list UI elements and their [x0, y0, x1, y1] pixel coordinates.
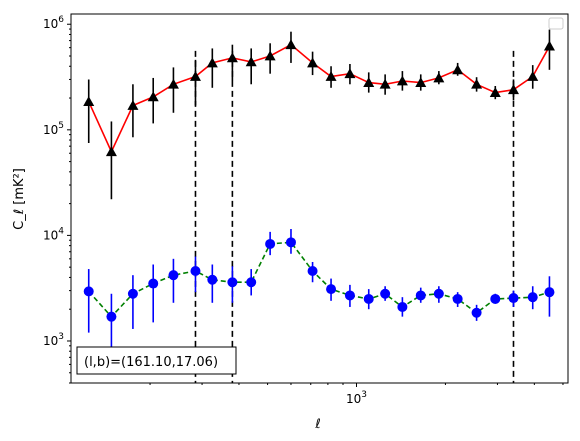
data-point-circle	[490, 293, 501, 304]
data-point-circle	[106, 311, 117, 322]
x-axis-label: ℓ	[314, 417, 320, 432]
data-point-triangle	[206, 57, 218, 68]
data-point-circle	[246, 277, 257, 288]
annotation-box: (l,b)=(161.10,17.06)	[76, 346, 237, 375]
data-point-circle	[397, 301, 408, 312]
annotation-text: (l,b)=(161.10,17.06)	[84, 355, 218, 370]
data-point-circle	[285, 237, 296, 248]
data-point-circle	[227, 277, 238, 288]
data-point-triangle	[543, 40, 555, 51]
y-axis-label: C_ℓ [mK²]	[12, 168, 27, 230]
data-point-triangle	[527, 70, 539, 81]
series-2	[83, 228, 555, 352]
data-point-triangle	[415, 77, 427, 88]
data-point-circle	[83, 286, 94, 297]
data-point-circle	[544, 287, 555, 298]
data-point-triangle	[507, 84, 519, 95]
data-point-circle	[127, 288, 138, 299]
svg-text:ℓ: ℓ	[314, 417, 320, 432]
data-point-circle	[527, 292, 538, 303]
data-point-triangle	[471, 78, 483, 89]
data-point-triangle	[433, 72, 445, 83]
data-point-triangle	[325, 70, 337, 81]
svg-text:C_ℓ [mK²]: C_ℓ [mK²]	[12, 168, 27, 230]
data-point-circle	[508, 293, 519, 304]
data-point-triangle	[127, 99, 139, 110]
data-point-triangle	[167, 78, 179, 89]
data-point-circle	[307, 266, 318, 277]
data-point-circle	[207, 274, 218, 285]
data-point-triangle	[147, 91, 159, 102]
data-point-triangle	[452, 64, 464, 75]
data-point-triangle	[245, 56, 257, 67]
data-point-circle	[363, 293, 374, 304]
data-point-circle	[190, 266, 201, 277]
data-point-circle	[415, 290, 426, 301]
data-point-circle	[265, 238, 276, 249]
series-1	[83, 29, 555, 200]
data-point-triangle	[285, 39, 297, 50]
data-point-triangle	[189, 70, 201, 81]
data-point-triangle	[307, 57, 319, 68]
data-point-triangle	[379, 78, 391, 89]
data-point-triangle	[83, 96, 95, 107]
data-point-triangle	[264, 50, 276, 61]
data-point-circle	[452, 293, 463, 304]
data-point-circle	[433, 288, 444, 299]
data-point-triangle	[396, 75, 408, 86]
data-point-circle	[168, 270, 179, 281]
data-point-triangle	[363, 77, 375, 88]
data-point-circle	[344, 290, 355, 301]
data-point-circle	[326, 284, 337, 295]
data-point-triangle	[344, 68, 356, 79]
plot-frame	[70, 13, 569, 384]
legend-box	[548, 17, 564, 30]
data-point-circle	[148, 278, 159, 289]
data-point-triangle	[226, 52, 238, 63]
data-point-triangle	[105, 146, 117, 157]
plot-area	[83, 29, 555, 383]
data-point-circle	[471, 307, 482, 318]
data-point-triangle	[489, 87, 501, 98]
data-point-circle	[380, 288, 391, 299]
